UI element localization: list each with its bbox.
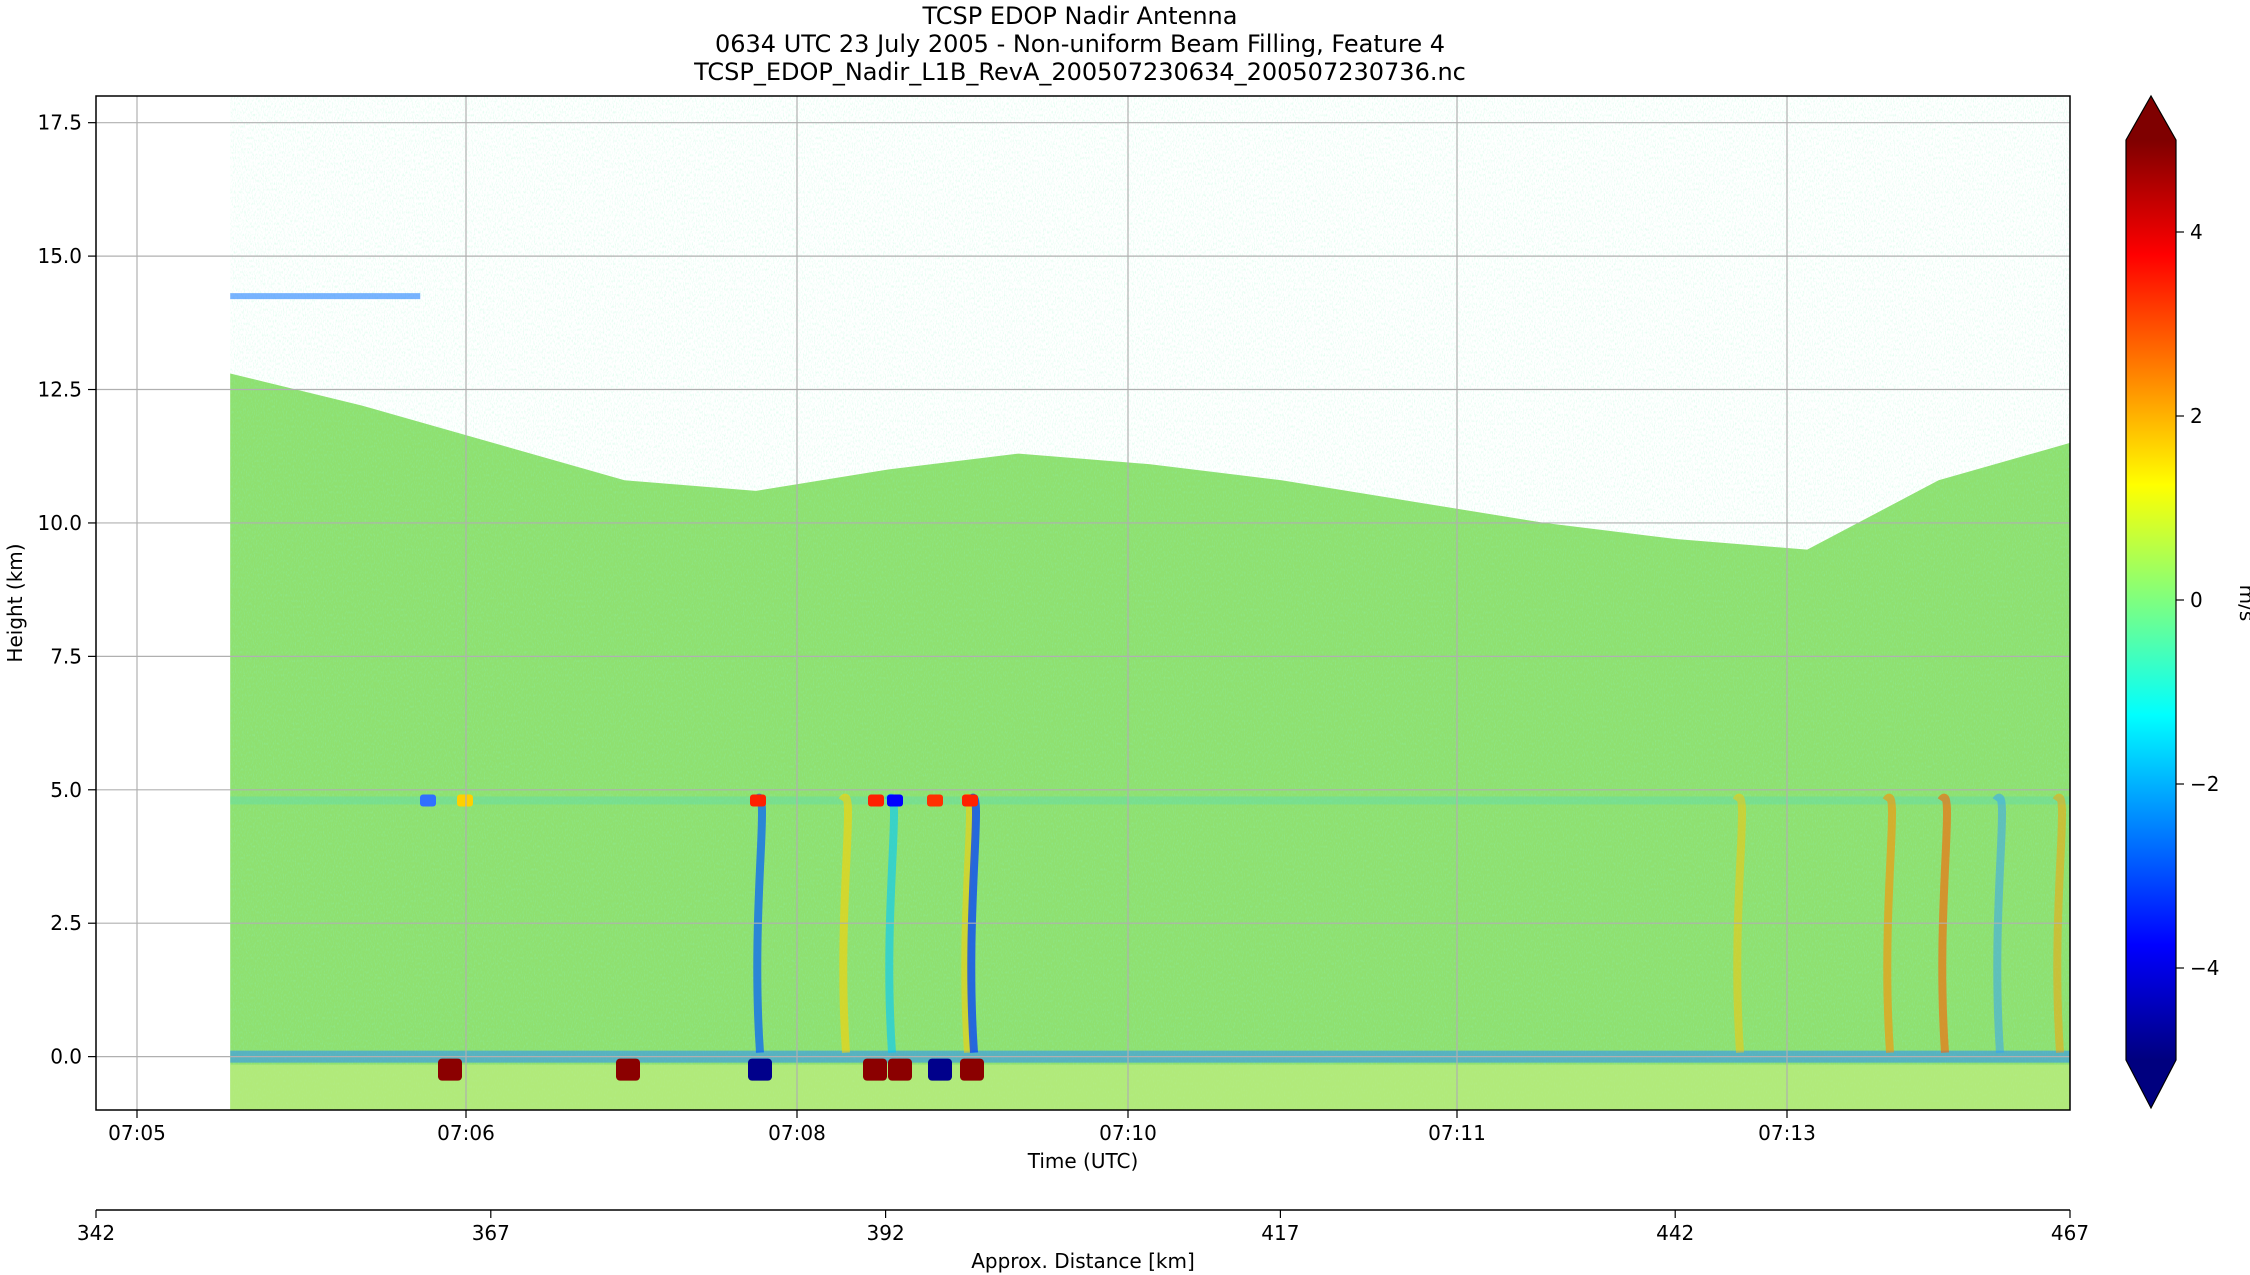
fallstreak <box>1732 793 1747 1053</box>
velocity-features <box>230 293 2070 1110</box>
fallstreak <box>2052 793 2067 1053</box>
x-tick-label: 07:11 <box>1428 1121 1486 1145</box>
bright-band-artifact <box>962 794 978 807</box>
x-tick-label: 07:05 <box>108 1121 166 1145</box>
fallstreak <box>1937 793 1952 1053</box>
surface-artifact <box>960 1058 984 1081</box>
surface-artifact <box>928 1058 952 1081</box>
chart-title-line-2: 0634 UTC 23 July 2005 - Non-uniform Beam… <box>714 30 1446 58</box>
bright-band <box>230 796 2070 805</box>
chart-title-line-3: TCSP_EDOP_Nadir_L1B_RevA_200507230634_20… <box>694 58 1466 86</box>
y-axis-label: Height (km) <box>3 543 27 662</box>
distance-tick-label: 392 <box>867 1221 905 1245</box>
bright-band-artifact <box>887 794 903 807</box>
colorbar-tick-label: 0 <box>2190 588 2203 612</box>
chart-title-line-1: TCSP EDOP Nadir Antenna <box>922 2 1238 30</box>
colorbar-tick-label: 4 <box>2190 220 2203 244</box>
y-tick-label: 12.5 <box>37 378 82 402</box>
x-tick-label: 07:06 <box>437 1121 495 1145</box>
surface-artifact <box>616 1058 640 1081</box>
distance-axis-label: Approx. Distance [km] <box>971 1249 1195 1273</box>
colorbar-tick-label: 2 <box>2190 404 2203 428</box>
y-tick-label: 0.0 <box>50 1045 82 1069</box>
surface-artifact <box>863 1058 887 1081</box>
echo-texture <box>230 96 2070 1110</box>
distance-axis: 342 367 392 417 442 467 <box>77 1209 2089 1245</box>
colorbar-ticks: 4 2 0 −2 −4 <box>2176 220 2219 980</box>
y-tick-label: 17.5 <box>37 111 82 135</box>
colorbar: 4 2 0 −2 −4 <box>2125 94 2219 1110</box>
x-tick-label: 07:13 <box>1758 1121 1816 1145</box>
distance-tick-label: 442 <box>1656 1221 1694 1245</box>
gridlines <box>96 96 2070 1110</box>
bright-band-artifact <box>927 794 943 807</box>
colorbar-tick-label: −2 <box>2190 772 2219 796</box>
surface-artifact <box>888 1058 912 1081</box>
surface-artifact <box>438 1058 462 1081</box>
below-surface-noise <box>230 1064 2070 1110</box>
x-tick-label: 07:10 <box>1099 1121 1157 1145</box>
y-axis: 0.0 2.5 5.0 7.5 10.0 12.5 15.0 17.5 <box>37 111 96 1069</box>
surface-artifact <box>748 1058 772 1081</box>
x-axis: 07:05 07:06 07:08 07:10 07:11 07:13 <box>108 1110 1816 1145</box>
bright-band-artifact <box>750 794 766 807</box>
y-tick-label: 10.0 <box>37 511 82 535</box>
colorbar-label: m/s <box>2235 585 2250 622</box>
x-tick-label: 07:08 <box>768 1121 826 1145</box>
plot-area <box>96 96 2070 1110</box>
fallstreak <box>1992 793 2007 1053</box>
y-tick-label: 7.5 <box>50 644 82 668</box>
y-tick-label: 5.0 <box>50 778 82 802</box>
plot-frame <box>95 95 2071 1111</box>
distance-tick-label: 417 <box>1261 1221 1299 1245</box>
bright-band-artifact <box>868 794 884 807</box>
distance-tick-label: 342 <box>77 1221 115 1245</box>
bright-band-artifact <box>457 794 473 807</box>
y-tick-label: 2.5 <box>50 911 82 935</box>
x-axis-label: Time (UTC) <box>1027 1149 1139 1173</box>
bright-band-artifact <box>420 794 436 807</box>
upper-echo-fragment <box>230 293 421 300</box>
distance-tick-label: 367 <box>472 1221 510 1245</box>
fallstreak <box>1882 793 1897 1053</box>
fallstreak <box>838 793 853 1053</box>
colorbar-tick-label: −4 <box>2190 956 2219 980</box>
distance-tick-label: 467 <box>2051 1221 2089 1245</box>
y-tick-label: 15.0 <box>37 244 82 268</box>
